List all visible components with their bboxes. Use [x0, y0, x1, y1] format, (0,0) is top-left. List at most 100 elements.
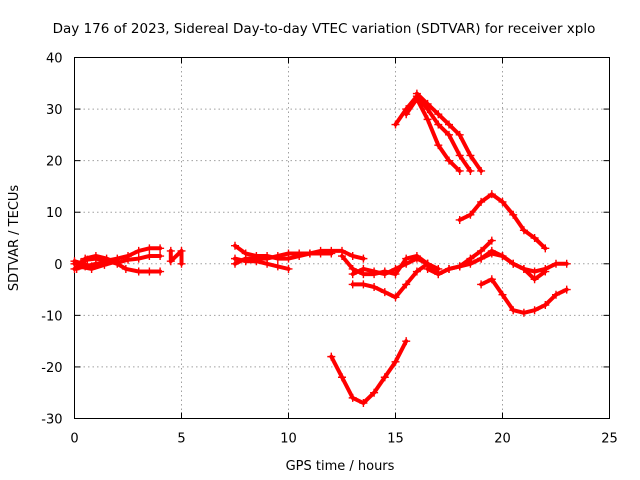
data-point-marker	[91, 252, 100, 261]
data-point-marker	[498, 197, 507, 206]
data-point-marker	[487, 236, 496, 245]
data-point-marker	[284, 264, 293, 273]
data-point-marker	[134, 246, 143, 255]
data-point-marker	[113, 257, 122, 266]
data-point-marker	[74, 262, 83, 271]
data-point-marker	[391, 264, 400, 273]
data-point-marker	[455, 262, 464, 271]
y-tick-label: 20	[46, 155, 63, 170]
data-series	[70, 89, 571, 408]
data-point-marker	[487, 190, 496, 199]
data-point-marker	[434, 120, 443, 129]
data-point-marker	[423, 99, 432, 108]
data-point-marker	[487, 275, 496, 284]
data-point-marker	[519, 226, 528, 235]
data-point-marker	[370, 388, 379, 397]
data-point-marker	[231, 254, 239, 263]
x-axis-label: GPS time / hours	[286, 459, 395, 474]
data-point-marker	[70, 257, 79, 266]
data-point-marker	[124, 255, 132, 264]
series-arc-high-4	[455, 190, 550, 253]
data-point-marker	[156, 252, 165, 261]
x-tick-label: 0	[70, 432, 78, 447]
series-line	[76, 259, 120, 271]
data-point-marker	[145, 244, 154, 253]
series-line	[404, 96, 462, 173]
data-point-marker	[338, 373, 346, 382]
data-point-marker	[498, 290, 507, 299]
series-arc-early-5	[74, 257, 122, 273]
data-point-marker	[348, 280, 357, 289]
data-point-marker	[541, 244, 550, 253]
data-point-marker	[530, 306, 539, 315]
data-point-marker	[166, 246, 175, 255]
axis-ticks: 0 5 10 15 20 25 -30 -20 -10 0 10 20 30 40	[41, 52, 618, 447]
x-tick-label: 20	[494, 432, 511, 447]
data-point-marker	[348, 393, 357, 402]
series-arc-high-3	[412, 89, 486, 175]
data-point-marker	[295, 249, 304, 258]
data-point-marker	[338, 252, 346, 261]
data-point-marker	[241, 257, 250, 266]
data-point-marker	[434, 141, 443, 150]
y-tick-label: -20	[41, 361, 62, 376]
series-arc-mid-6	[348, 259, 432, 302]
data-point-marker	[519, 264, 528, 273]
data-point-marker	[273, 262, 282, 271]
series-line	[393, 94, 473, 173]
data-point-marker	[359, 280, 368, 289]
y-tick-label: 10	[46, 206, 63, 221]
data-point-marker	[530, 234, 539, 242]
data-point-marker	[455, 166, 464, 175]
data-point-marker	[455, 130, 464, 139]
data-point-marker	[509, 259, 518, 268]
data-point-marker	[466, 151, 475, 160]
series-arc-mid-8	[455, 236, 496, 271]
data-point-marker	[402, 280, 411, 289]
data-point-marker	[134, 267, 143, 276]
data-point-marker	[423, 115, 432, 124]
data-point-marker	[552, 259, 560, 268]
x-tick-label: 10	[280, 432, 297, 447]
series-line	[329, 339, 409, 405]
data-point-marker	[541, 301, 550, 310]
data-point-marker	[284, 249, 293, 258]
data-point-marker	[477, 166, 486, 175]
data-point-marker	[412, 254, 421, 263]
series-arc-mid-7	[423, 246, 571, 279]
data-point-marker	[412, 89, 421, 98]
series-line	[233, 251, 334, 266]
series-isolated-1	[166, 246, 186, 268]
data-point-marker	[509, 210, 518, 219]
data-point-marker	[177, 259, 186, 268]
data-point-marker	[445, 264, 453, 273]
data-point-marker	[402, 259, 411, 268]
series-arc-high-2	[402, 94, 464, 175]
data-point-marker	[145, 252, 154, 261]
data-point-marker	[477, 197, 486, 206]
data-point-marker	[477, 254, 486, 263]
data-point-marker	[263, 259, 272, 268]
x-tick-label: 5	[177, 432, 185, 447]
data-point-marker	[402, 110, 411, 119]
data-point-marker	[466, 210, 475, 219]
data-point-marker	[380, 373, 389, 382]
series-arc-mid-2	[231, 249, 336, 268]
data-point-marker	[370, 267, 379, 276]
data-point-marker	[327, 249, 336, 258]
data-point-marker	[380, 270, 389, 279]
data-point-marker	[156, 267, 165, 276]
data-point-marker	[391, 293, 400, 302]
data-point-marker	[316, 249, 325, 258]
y-tick-label: 40	[46, 52, 63, 67]
data-point-marker	[359, 254, 368, 263]
series-line	[457, 238, 494, 269]
data-point-marker	[552, 290, 560, 299]
x-tick-label: 15	[387, 432, 404, 447]
data-point-marker	[177, 246, 186, 255]
chart-title: Day 176 of 2023, Sidereal Day-to-day VTE…	[53, 21, 596, 37]
data-point-marker	[166, 257, 175, 266]
data-point-marker	[102, 254, 111, 263]
data-point-marker	[81, 254, 90, 263]
